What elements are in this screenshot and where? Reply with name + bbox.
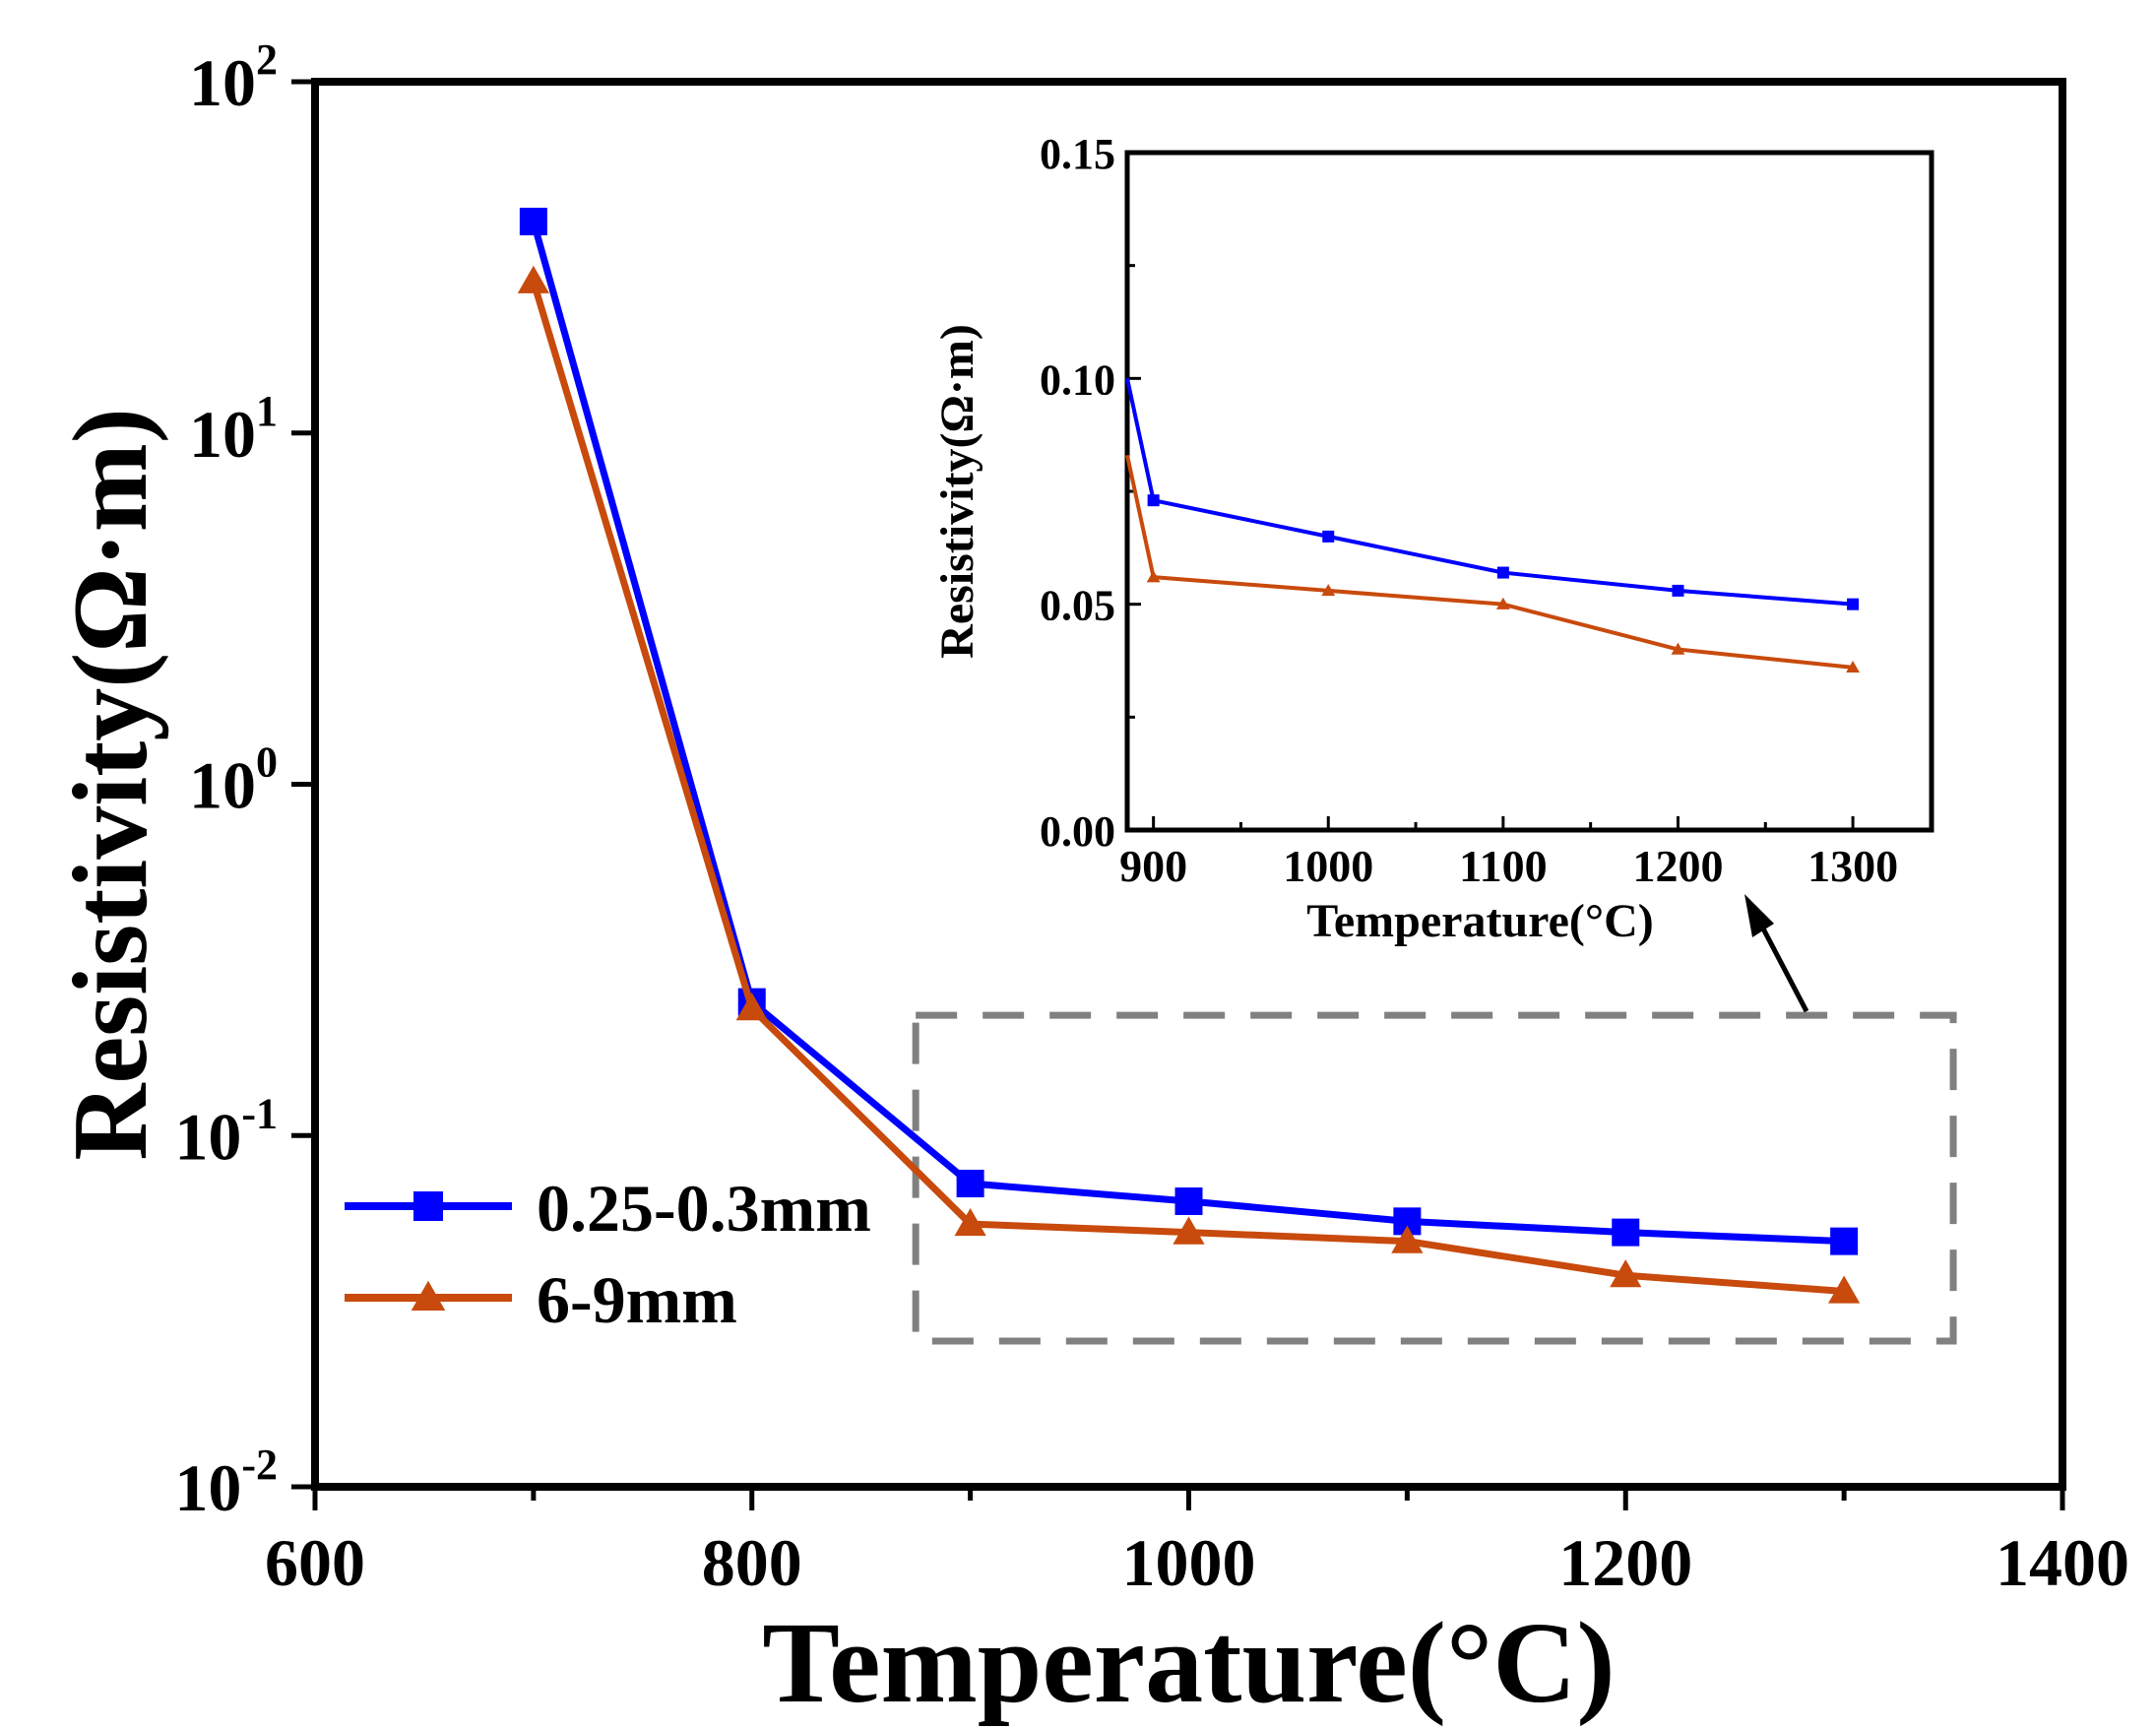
y-tick-exponent: 1 bbox=[256, 387, 278, 435]
y-tick-label: 102 bbox=[189, 35, 278, 120]
inset-data-point bbox=[1671, 642, 1685, 655]
inset-x-axis-label: Temperature(°C) bbox=[1306, 895, 1653, 947]
data-point bbox=[517, 265, 549, 293]
main-plot: 600 800 1000 1200 140010-210-1100101102Tempe… bbox=[52, 35, 2129, 1727]
data-point bbox=[1830, 1227, 1859, 1255]
x-tick-label: 1400 bbox=[1996, 1525, 2129, 1600]
legend-marker bbox=[413, 1191, 443, 1221]
inset-x-tick-label: 1300 bbox=[1807, 841, 1898, 891]
y-tick-exponent: -1 bbox=[241, 1089, 278, 1137]
y-tick-exponent: 2 bbox=[256, 35, 278, 84]
inset-series-line-large-particles bbox=[1125, 454, 1854, 670]
inset-plot-frame bbox=[1124, 150, 1934, 833]
data-point bbox=[735, 993, 768, 1021]
y-tick-label: 10-1 bbox=[174, 1089, 278, 1174]
inset-data-point bbox=[1146, 570, 1161, 583]
y-tick-label: 101 bbox=[189, 387, 278, 472]
inset-data-point bbox=[1321, 584, 1336, 597]
inset-data-point bbox=[1672, 584, 1684, 597]
inset-data-point bbox=[1847, 598, 1860, 610]
data-point bbox=[1391, 1225, 1424, 1253]
y-axis-label: Resistivity(Ω·m) bbox=[52, 408, 169, 1160]
inset-data-point bbox=[1496, 566, 1509, 579]
inset-x-tick-label: 900 bbox=[1119, 841, 1187, 891]
inset-data-point bbox=[1846, 660, 1860, 673]
x-tick-label: 1200 bbox=[1558, 1525, 1692, 1600]
inset-y-tick-label: 0.05 bbox=[1040, 582, 1115, 630]
inset-data-point bbox=[1322, 530, 1335, 543]
inset-plot: 900 1000 1100 1200 1300 0.00 0.05 0.10 0.15 Tempe… bbox=[931, 130, 1934, 947]
inset-y-tick-label: 0.00 bbox=[1040, 807, 1115, 856]
y-tick-label: 10-2 bbox=[174, 1441, 278, 1525]
y-tick-base: 10 bbox=[189, 397, 256, 472]
inset-data-point bbox=[1147, 494, 1160, 507]
zoom-region-box bbox=[912, 1011, 1957, 1345]
inset-y-tick-label: 0.15 bbox=[1040, 130, 1115, 178]
data-point bbox=[1174, 1186, 1203, 1215]
inset-y-axis-label: Resistivity(Ω·m) bbox=[931, 324, 983, 659]
inset-data-point bbox=[1495, 597, 1510, 609]
data-point bbox=[956, 1170, 984, 1198]
y-tick-exponent: 0 bbox=[256, 738, 278, 787]
data-point bbox=[954, 1207, 986, 1237]
x-tick-label: 1000 bbox=[1122, 1525, 1256, 1600]
y-tick-base: 10 bbox=[174, 1099, 241, 1174]
data-point bbox=[1612, 1218, 1640, 1247]
legend-label: 6-9mm bbox=[537, 1262, 737, 1337]
y-tick-base: 10 bbox=[174, 1450, 241, 1525]
zoom-arrow-head bbox=[1744, 894, 1774, 937]
legend-label: 0.25-0.3mm bbox=[537, 1171, 871, 1246]
inset-x-tick-label: 1200 bbox=[1632, 841, 1723, 891]
data-point bbox=[1610, 1259, 1642, 1288]
x-tick-label: 600 bbox=[265, 1525, 365, 1600]
inset-x-tick-label: 1100 bbox=[1459, 841, 1547, 891]
data-point bbox=[1173, 1216, 1205, 1245]
inset-series-line-small-particles bbox=[1125, 377, 1854, 607]
inset-y-tick-label: 0.10 bbox=[1040, 355, 1115, 404]
x-axis-label: Temperature(°C) bbox=[762, 1598, 1615, 1727]
y-tick-label: 100 bbox=[189, 738, 278, 823]
inset-x-tick-label: 1000 bbox=[1283, 841, 1373, 891]
y-tick-exponent: -2 bbox=[241, 1441, 278, 1489]
y-tick-base: 10 bbox=[189, 45, 256, 120]
data-point bbox=[1828, 1275, 1861, 1304]
x-tick-label: 800 bbox=[702, 1525, 802, 1600]
data-point bbox=[519, 207, 547, 235]
legend-marker bbox=[411, 1280, 446, 1311]
y-tick-base: 10 bbox=[189, 748, 256, 823]
